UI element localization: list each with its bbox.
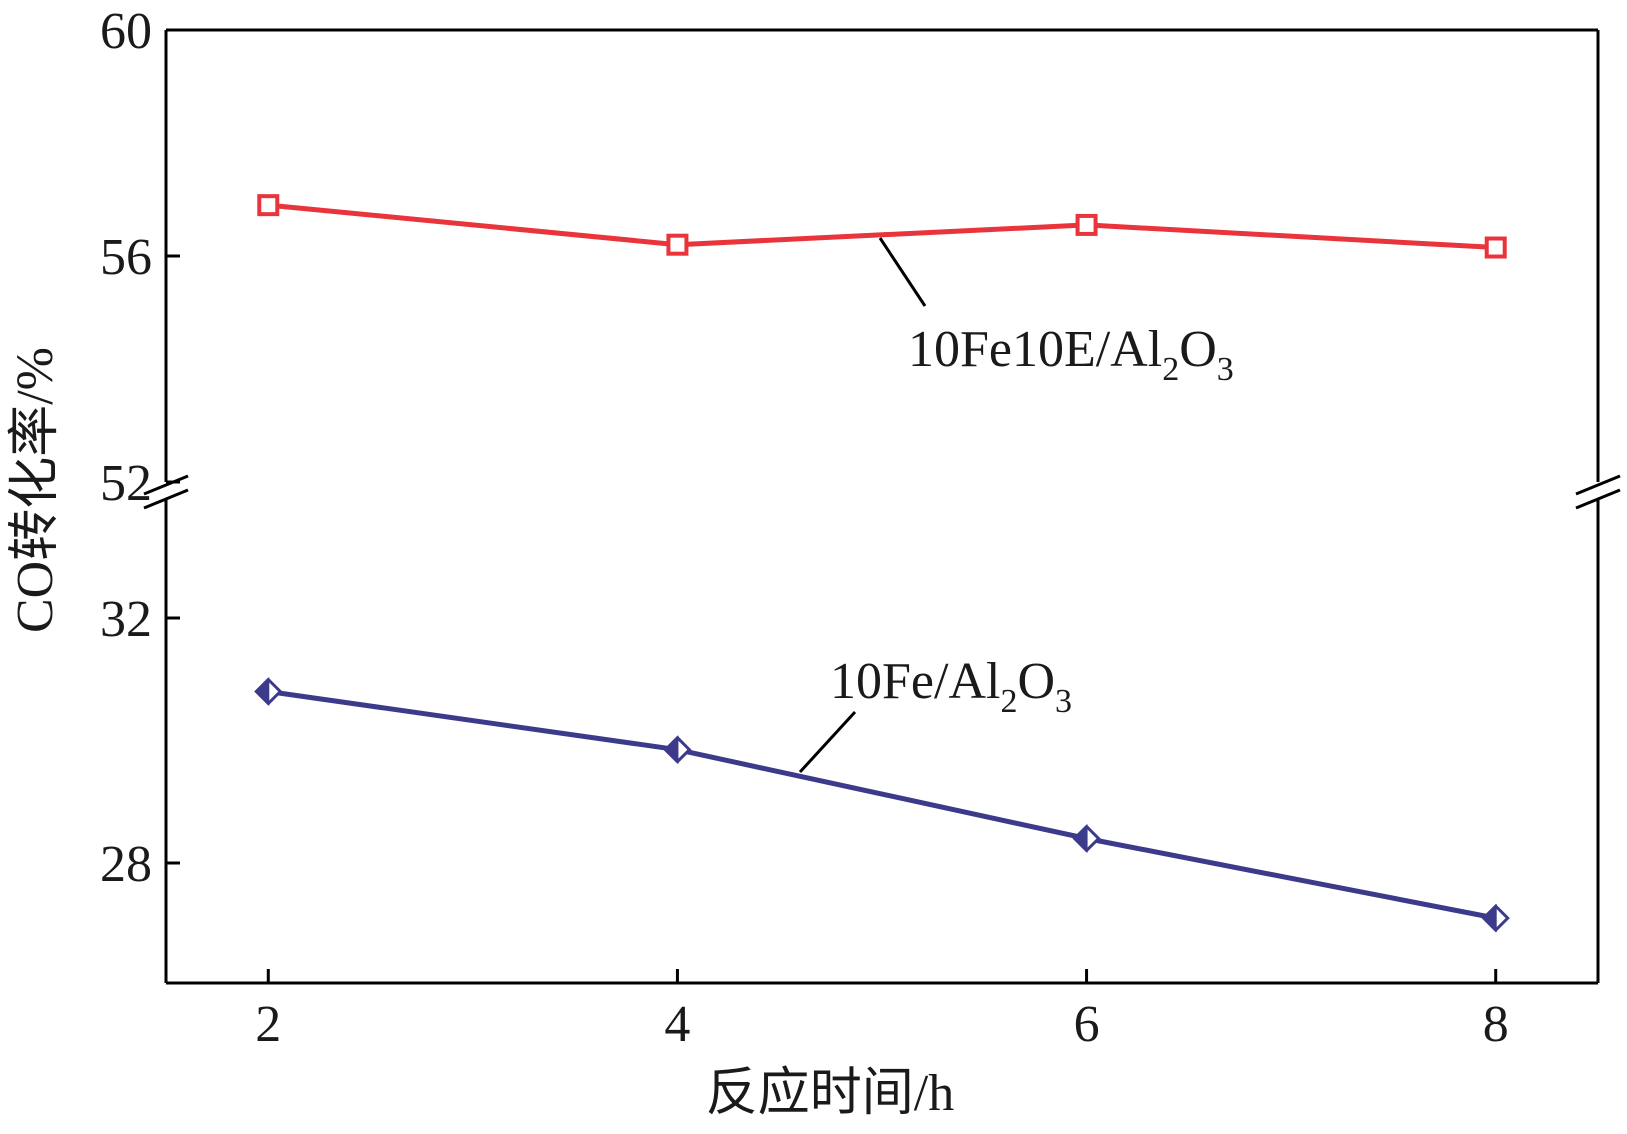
leader-line-red bbox=[878, 237, 927, 307]
y-axis-title: CO转化率/% bbox=[7, 347, 64, 633]
x-tick-label: 8 bbox=[1483, 996, 1509, 1053]
x-axis-title: 反应时间/h bbox=[706, 1065, 954, 1122]
y-tick-label: 56 bbox=[100, 229, 152, 286]
series-line-0 bbox=[268, 202, 1496, 251]
leader-line-blue bbox=[798, 710, 857, 774]
y-tick-label: 32 bbox=[100, 591, 152, 648]
axis-break-mark bbox=[143, 474, 189, 496]
series-label-blue-sub1: 2 bbox=[1000, 683, 1017, 720]
data-point-diamond bbox=[1072, 824, 1101, 853]
data-point-diamond bbox=[1481, 903, 1510, 933]
y-tick-label: 60 bbox=[100, 3, 152, 60]
diamond-fill bbox=[1482, 903, 1497, 933]
axis-break-mark bbox=[1575, 474, 1621, 496]
series-label-red-main: 10Fe10E/Al bbox=[908, 321, 1162, 378]
data-point-square bbox=[257, 194, 280, 217]
diamond-fill bbox=[254, 677, 270, 706]
series-line-1 bbox=[267, 689, 1497, 921]
series-label-red-mid: O bbox=[1179, 321, 1217, 378]
diamond-fill bbox=[664, 735, 679, 765]
series-label-red-sub1: 2 bbox=[1162, 351, 1179, 388]
axis-break-mark bbox=[1575, 488, 1621, 510]
axis-break-mark bbox=[143, 488, 189, 510]
data-point-diamond bbox=[254, 677, 283, 706]
series-layer bbox=[254, 194, 1510, 933]
x-tick-label: 2 bbox=[255, 996, 281, 1053]
y-tick-label: 52 bbox=[100, 455, 152, 512]
y-tick-label: 28 bbox=[100, 836, 152, 893]
data-point-square bbox=[1484, 236, 1507, 259]
x-tick-label: 6 bbox=[1074, 996, 1100, 1053]
series-label-blue-mid: O bbox=[1017, 653, 1055, 710]
diamond-fill bbox=[1073, 824, 1088, 853]
series-label-blue-sub2: 3 bbox=[1055, 683, 1072, 720]
plot-frame bbox=[143, 28, 1621, 985]
data-point-square bbox=[666, 233, 689, 256]
data-point-diamond bbox=[663, 735, 692, 765]
series-label-red-sub2: 3 bbox=[1217, 351, 1234, 388]
series-label-red: 10Fe10E/Al2O3 bbox=[908, 321, 1234, 388]
data-point-square bbox=[1075, 213, 1098, 236]
series-label-blue-main: 10Fe/Al bbox=[830, 653, 1000, 710]
series-label-blue: 10Fe/Al2O3 bbox=[830, 653, 1072, 720]
x-tick-label: 4 bbox=[664, 996, 690, 1053]
